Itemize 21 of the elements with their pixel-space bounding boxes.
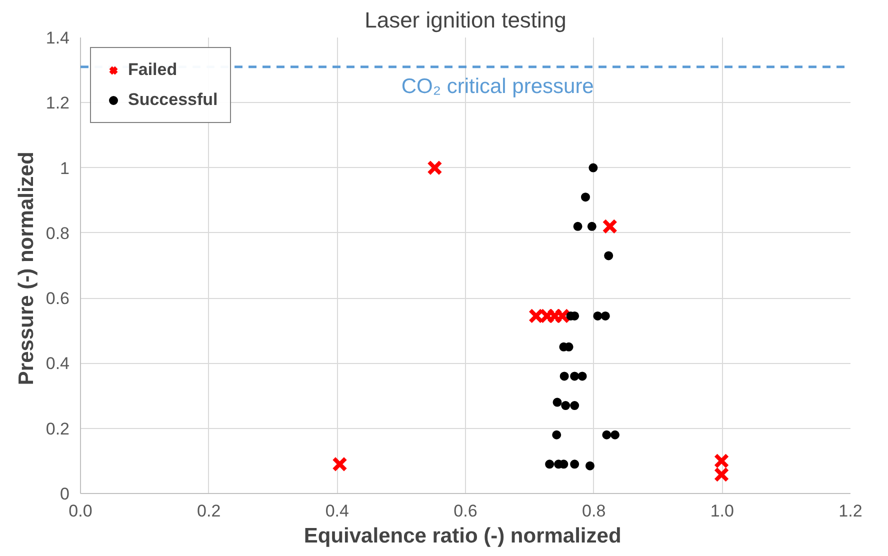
y-axis-title: Pressure (-) normalized [14,152,38,386]
x-tick-label: 0.6 [454,502,478,520]
y-tick-label: 1.2 [46,94,70,113]
x-tick-label: 1.0 [710,502,734,520]
x-tick-label: 1.2 [838,502,862,520]
legend-label: Failed [128,60,178,80]
y-tick-label: 0 [60,484,70,504]
y-tick-label: 0.6 [46,289,70,308]
y-tick-label: 1 [60,158,70,178]
y-tick-label: 1.4 [46,28,70,48]
x-tick-label: 0.2 [197,502,221,520]
y-tick-label: 0.8 [46,224,70,243]
y-tick-label: 0.4 [46,354,70,374]
ref-line-label: CO₂ critical pressure [401,74,594,98]
x-axis-title: Equivalence ratio (-) normalized [304,524,622,548]
legend-label: Successful [128,90,218,110]
x-tick-label: 0.8 [582,502,606,520]
x-tick-label: 0.0 [68,502,92,520]
chart-title: Laser ignition testing [364,8,566,32]
x-tick-label: 0.4 [325,502,349,520]
y-tick-label: 0.2 [46,419,70,438]
